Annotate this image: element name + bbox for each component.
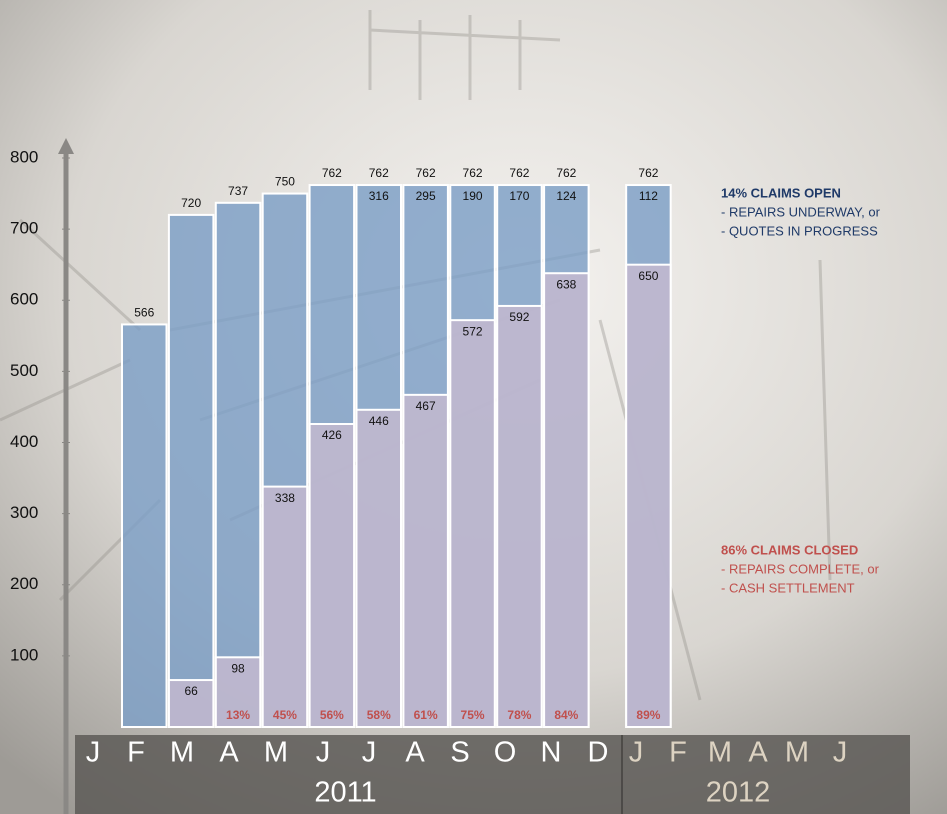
y-tick-label: 200 bbox=[10, 574, 38, 593]
bar-open bbox=[216, 203, 260, 727]
total-label: 737 bbox=[228, 184, 248, 198]
share-label: 75% bbox=[461, 708, 485, 722]
bar-open bbox=[122, 324, 167, 727]
y-tick-label: 400 bbox=[10, 432, 38, 451]
y-tick-label: 800 bbox=[10, 147, 38, 166]
month-label: A bbox=[748, 737, 768, 769]
month-label: D bbox=[588, 737, 609, 769]
bar-open bbox=[169, 215, 214, 727]
total-label: 566 bbox=[134, 306, 154, 320]
total-label: 762 bbox=[416, 166, 436, 180]
total-label: 762 bbox=[509, 166, 529, 180]
month-label: S bbox=[450, 737, 469, 769]
share-label: 13% bbox=[226, 708, 250, 722]
annotation-title: 86% CLAIMS CLOSED bbox=[721, 542, 858, 557]
total-label: 762 bbox=[556, 166, 576, 180]
closed-label: 592 bbox=[509, 310, 529, 324]
chart: 100 200 300 400 500 600 700 800 566 720 66 737 98 13%… bbox=[0, 0, 947, 814]
closed-label: 650 bbox=[638, 269, 658, 283]
closed-label: 572 bbox=[463, 324, 483, 338]
share-label: 78% bbox=[507, 708, 531, 722]
total-label: 762 bbox=[638, 166, 658, 180]
total-label: 762 bbox=[369, 166, 389, 180]
total-label: 762 bbox=[463, 166, 483, 180]
month-label: J bbox=[86, 737, 101, 769]
share-label: 56% bbox=[320, 708, 344, 722]
annotation-title: 14% CLAIMS OPEN bbox=[721, 185, 841, 200]
bar-closed bbox=[450, 320, 495, 727]
y-tick-label: 600 bbox=[10, 290, 38, 309]
month-label: M bbox=[170, 737, 194, 769]
month-label: O bbox=[494, 737, 517, 769]
closed-label: 426 bbox=[322, 428, 342, 442]
month-label: N bbox=[541, 737, 562, 769]
bar-closed bbox=[263, 487, 308, 727]
closed-label: 338 bbox=[275, 491, 295, 505]
open-label: 295 bbox=[416, 189, 436, 203]
month-label: A bbox=[219, 737, 239, 769]
open-label: 124 bbox=[556, 189, 576, 203]
y-tick-label: 700 bbox=[10, 219, 38, 238]
bar-closed bbox=[310, 424, 355, 727]
closed-label: 98 bbox=[231, 661, 245, 675]
month-label: A bbox=[405, 737, 425, 769]
annotation-line: - CASH SETTLEMENT bbox=[721, 580, 855, 595]
month-label: F bbox=[127, 737, 145, 769]
share-label: 45% bbox=[273, 708, 297, 722]
open-label: 112 bbox=[639, 189, 658, 203]
bar-closed bbox=[403, 395, 448, 727]
month-label: M bbox=[708, 737, 732, 769]
total-label: 762 bbox=[322, 166, 342, 180]
month-label: J bbox=[362, 737, 377, 769]
total-label: 750 bbox=[275, 175, 295, 189]
month-label: M bbox=[785, 737, 809, 769]
month-label: J bbox=[316, 737, 331, 769]
y-tick-label: 500 bbox=[10, 361, 38, 380]
share-label: 89% bbox=[636, 708, 660, 722]
open-label: 170 bbox=[509, 189, 529, 203]
closed-label: 446 bbox=[369, 414, 389, 428]
month-label: M bbox=[264, 737, 288, 769]
bar-closed bbox=[544, 273, 589, 727]
bar-closed bbox=[357, 410, 402, 727]
share-label: 58% bbox=[367, 708, 391, 722]
share-label: 84% bbox=[554, 708, 578, 722]
y-tick-label: 300 bbox=[10, 503, 38, 522]
closed-label: 467 bbox=[416, 399, 436, 413]
month-label: J bbox=[833, 737, 848, 769]
closed-label: 638 bbox=[556, 277, 576, 291]
month-label: J bbox=[629, 737, 644, 769]
open-label: 190 bbox=[463, 189, 483, 203]
annotation-line: - QUOTES IN PROGRESS bbox=[721, 223, 878, 238]
annotation-line: - REPAIRS COMPLETE, or bbox=[721, 561, 880, 576]
share-label: 61% bbox=[414, 708, 438, 722]
total-label: 720 bbox=[181, 196, 201, 210]
bar-closed bbox=[626, 265, 671, 727]
year-label: 2012 bbox=[706, 777, 771, 809]
y-tick-label: 100 bbox=[10, 645, 38, 664]
open-label: 316 bbox=[369, 189, 389, 203]
month-label: F bbox=[669, 737, 687, 769]
annotation-line: - REPAIRS UNDERWAY, or bbox=[721, 204, 881, 219]
closed-label: 66 bbox=[184, 684, 198, 698]
bar-closed bbox=[497, 306, 542, 727]
year-label: 2011 bbox=[314, 777, 376, 809]
